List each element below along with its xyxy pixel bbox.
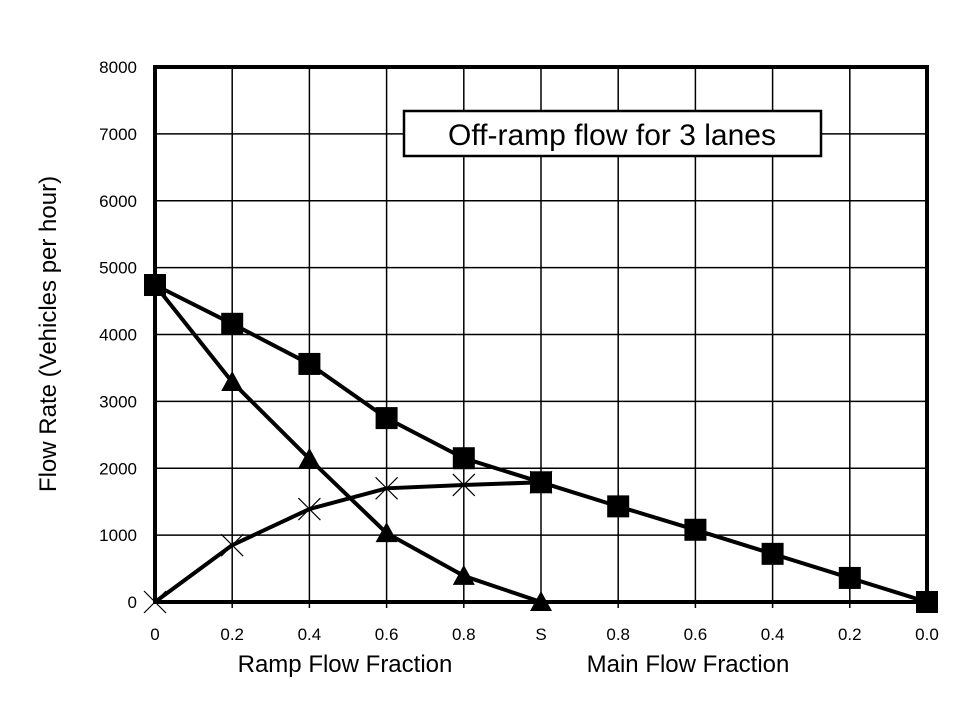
- data-point-square: [761, 542, 784, 565]
- y-tick-label: 3000: [99, 392, 137, 411]
- x-tick-label: S: [535, 625, 546, 644]
- data-point-triangle: [452, 564, 475, 585]
- y-tick-label: 8000: [99, 58, 137, 77]
- data-point-square: [838, 566, 861, 589]
- chart-title: Off-ramp flow for 3 lanes: [448, 119, 776, 152]
- y-tick-label: 2000: [99, 459, 137, 478]
- data-point-square: [916, 591, 938, 613]
- data-point-triangle: [144, 274, 166, 295]
- title-box: [402, 109, 823, 158]
- data-point-cross: [375, 476, 399, 500]
- y-tick-label: 6000: [99, 192, 137, 211]
- y-tick-label: 7000: [99, 125, 137, 144]
- series-line-cross: [153, 480, 542, 604]
- data-point-cross: [143, 590, 167, 614]
- data-point-cross: [529, 470, 553, 494]
- data-point-square: [607, 495, 630, 518]
- x-tick-label: 0.4: [761, 625, 785, 644]
- data-point-square: [221, 312, 244, 335]
- x-tick-label: 0.8: [452, 625, 476, 644]
- x-tick-label: 0.8: [606, 625, 630, 644]
- x-axis-label-main: Main Flow Fraction: [587, 651, 790, 678]
- data-point-square: [684, 518, 707, 541]
- y-tick-label: 1000: [99, 526, 137, 545]
- series-line-triangle: [153, 283, 542, 604]
- series-layer: [143, 274, 938, 614]
- x-tick-label: 0.2: [838, 625, 862, 644]
- data-point-square: [298, 352, 321, 375]
- x-tick-label: 0: [150, 625, 159, 644]
- x-tick-label: 0.6: [375, 625, 399, 644]
- data-point-cross: [297, 497, 321, 521]
- x-tick-label: 0.2: [220, 625, 244, 644]
- x-tick-label: 0.6: [684, 625, 708, 644]
- data-point-triangle: [298, 447, 321, 468]
- x-tick-label: 0.4: [298, 625, 322, 644]
- data-point-triangle: [375, 522, 398, 543]
- data-point-cross: [220, 533, 244, 557]
- y-tick-labels: 0 1000 2000 3000 4000 5000 6000 7000 8000: [99, 58, 137, 612]
- data-point-triangle: [530, 591, 552, 611]
- data-point-square: [375, 407, 398, 430]
- y-tick-label: 0: [128, 593, 137, 612]
- y-tick-label: 4000: [99, 326, 137, 345]
- x-tick-labels: 0 0.2 0.4 0.6 0.8 S 0.8 0.6 0.4 0.2 0.0: [150, 625, 939, 644]
- data-point-square: [452, 447, 475, 470]
- y-axis-label: Flow Rate (Vehicles per hour): [35, 176, 62, 492]
- x-axis-label-ramp: Ramp Flow Fraction: [238, 651, 453, 678]
- x-tick-label: 0.0: [915, 625, 939, 644]
- y-tick-label: 5000: [99, 259, 137, 278]
- data-point-cross: [452, 473, 476, 497]
- data-point-triangle: [221, 370, 244, 391]
